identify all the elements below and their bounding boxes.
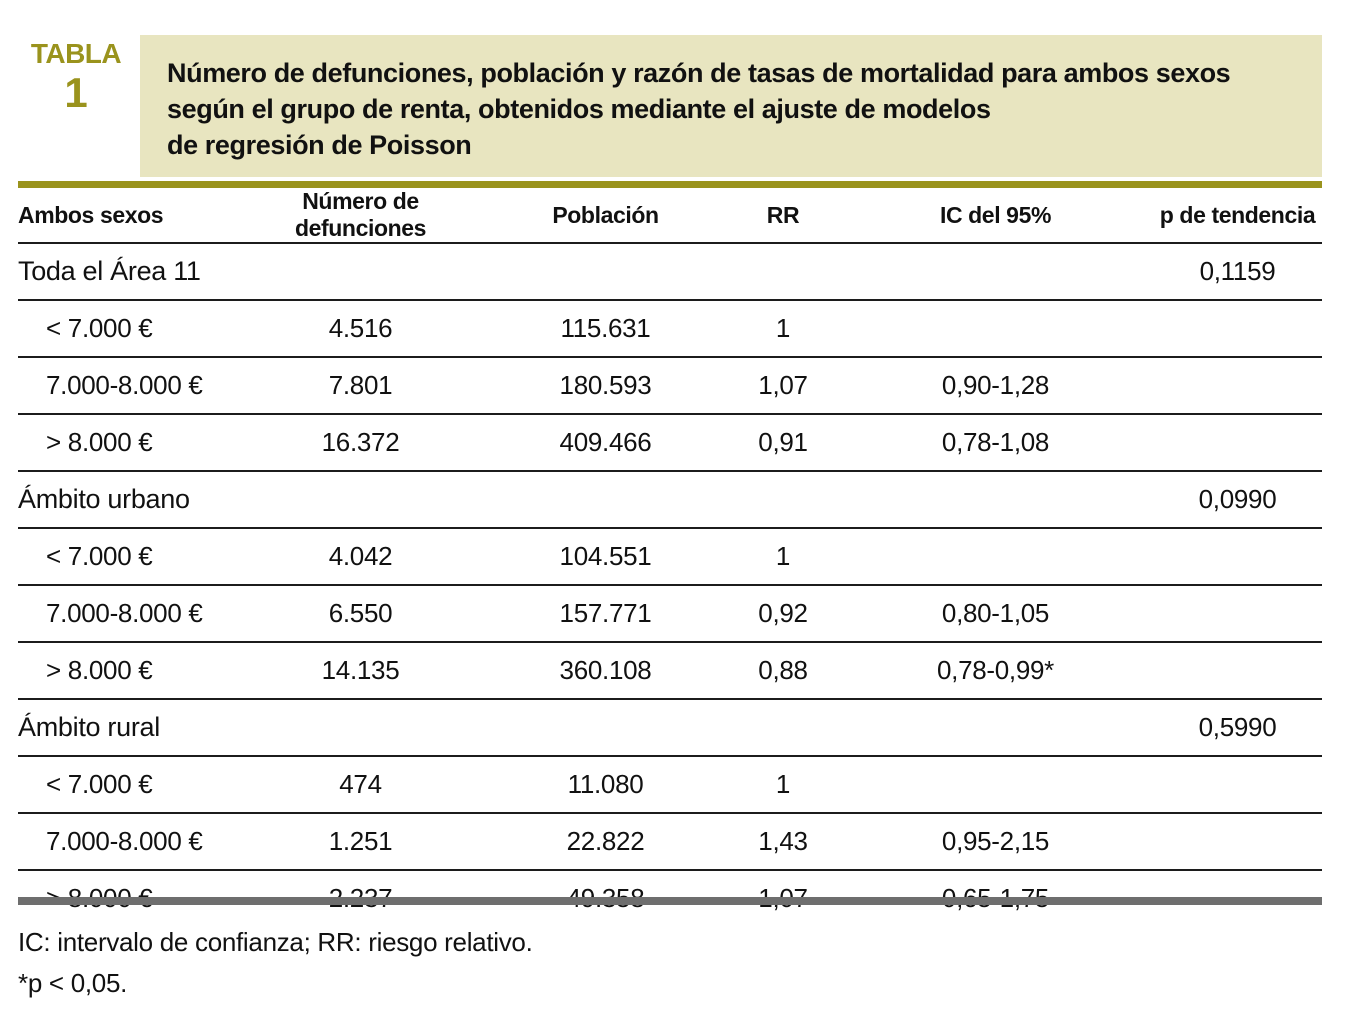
table-row: 7.000-8.000 € 1.251 22.822 1,43 0,95-2,1…	[18, 813, 1322, 871]
p-trend-cell	[1153, 756, 1322, 814]
ci-cell: 0,90-1,28	[838, 357, 1153, 415]
rr-cell: 1	[728, 756, 838, 814]
ci-cell: 0,80-1,05	[838, 585, 1153, 643]
deaths-cell: 4.042	[238, 528, 483, 586]
footnotes: IC: intervalo de confianza; RR: riesgo r…	[18, 922, 533, 1004]
p-trend-cell	[1153, 813, 1322, 871]
group-label-cell: Toda el Área 11	[18, 243, 1153, 301]
table-label-kicker: TABLA	[30, 38, 122, 69]
deaths-cell: 14.135	[238, 642, 483, 700]
income-cell: 7.000-8.000 €	[18, 585, 238, 643]
ci-cell: 0,78-1,08	[838, 414, 1153, 472]
group-row: Ámbito urbano 0,0990	[18, 471, 1322, 529]
footnote-significance: *p < 0,05.	[18, 968, 128, 998]
table-row: 7.000-8.000 € 7.801 180.593 1,07 0,90-1,…	[18, 357, 1322, 415]
column-header-p-tendencia: p de tendencia	[1153, 188, 1322, 244]
table-title-line-2: según el grupo de renta, obtenidos media…	[167, 94, 991, 124]
ci-cell	[838, 756, 1153, 814]
population-cell: 180.593	[483, 357, 728, 415]
rr-cell: 1	[728, 300, 838, 358]
rr-cell: 0,91	[728, 414, 838, 472]
table-row: > 8.000 € 14.135 360.108 0,88 0,78-0,99*	[18, 642, 1322, 700]
p-trend-cell	[1153, 585, 1322, 643]
population-cell: 157.771	[483, 585, 728, 643]
group-row: Ámbito rural 0,5990	[18, 699, 1322, 757]
income-cell: < 7.000 €	[18, 300, 238, 358]
income-cell: < 7.000 €	[18, 756, 238, 814]
population-cell: 360.108	[483, 642, 728, 700]
ci-cell: 0,95-2,15	[838, 813, 1153, 871]
deaths-cell: 16.372	[238, 414, 483, 472]
column-header-defunciones: Número de defunciones	[238, 188, 483, 244]
table-label: TABLA 1	[24, 40, 128, 114]
p-trend-cell	[1153, 642, 1322, 700]
population-cell: 11.080	[483, 756, 728, 814]
header-row: Ambos sexos Número de defunciones Poblac…	[18, 188, 1322, 244]
population-cell: 22.822	[483, 813, 728, 871]
p-trend-cell: 0,5990	[1153, 699, 1322, 757]
ci-cell	[838, 528, 1153, 586]
table-row: 7.000-8.000 € 6.550 157.771 0,92 0,80-1,…	[18, 585, 1322, 643]
population-cell: 409.466	[483, 414, 728, 472]
column-header-rr: RR	[728, 188, 838, 244]
p-trend-cell	[1153, 300, 1322, 358]
income-cell: < 7.000 €	[18, 528, 238, 586]
table-title-line-3: de regresión de Poisson	[167, 130, 472, 160]
table-label-number: 1	[64, 69, 88, 116]
table-row: > 8.000 € 16.372 409.466 0,91 0,78-1,08	[18, 414, 1322, 472]
footnote-abbreviations: IC: intervalo de confianza; RR: riesgo r…	[18, 927, 533, 957]
deaths-cell: 7.801	[238, 357, 483, 415]
rr-cell: 1,07	[728, 357, 838, 415]
title-separator-rule	[18, 181, 1322, 188]
ci-cell	[838, 300, 1153, 358]
group-label-cell: Ámbito rural	[18, 699, 1153, 757]
income-cell: > 8.000 €	[18, 414, 238, 472]
p-trend-cell	[1153, 357, 1322, 415]
mortality-table: Ambos sexos Número de defunciones Poblac…	[18, 188, 1322, 926]
rr-cell: 0,88	[728, 642, 838, 700]
rr-cell: 1	[728, 528, 838, 586]
p-trend-cell	[1153, 528, 1322, 586]
ci-cell: 0,78-0,99*	[838, 642, 1153, 700]
population-cell: 115.631	[483, 300, 728, 358]
table-bottom-rule	[18, 897, 1322, 905]
deaths-cell: 4.516	[238, 300, 483, 358]
group-label-cell: Ámbito urbano	[18, 471, 1153, 529]
table-row: < 7.000 € 474 11.080 1	[18, 756, 1322, 814]
table-row: < 7.000 € 4.042 104.551 1	[18, 528, 1322, 586]
p-trend-cell	[1153, 414, 1322, 472]
income-cell: 7.000-8.000 €	[18, 813, 238, 871]
table-title-line-1: Número de defunciones, población y razón…	[167, 58, 1231, 88]
population-cell: 104.551	[483, 528, 728, 586]
rr-cell: 1,43	[728, 813, 838, 871]
income-cell: > 8.000 €	[18, 642, 238, 700]
column-header-ambos-sexos: Ambos sexos	[18, 188, 238, 244]
income-cell: 7.000-8.000 €	[18, 357, 238, 415]
deaths-cell: 6.550	[238, 585, 483, 643]
p-trend-cell: 0,0990	[1153, 471, 1322, 529]
group-row: Toda el Área 11 0,1159	[18, 243, 1322, 301]
table-row: < 7.000 € 4.516 115.631 1	[18, 300, 1322, 358]
column-header-ic95: IC del 95%	[838, 188, 1153, 244]
rr-cell: 0,92	[728, 585, 838, 643]
p-trend-cell: 0,1159	[1153, 243, 1322, 301]
deaths-cell: 474	[238, 756, 483, 814]
deaths-cell: 1.251	[238, 813, 483, 871]
column-header-poblacion: Población	[483, 188, 728, 244]
table-title-band: Número de defunciones, población y razón…	[140, 35, 1322, 177]
